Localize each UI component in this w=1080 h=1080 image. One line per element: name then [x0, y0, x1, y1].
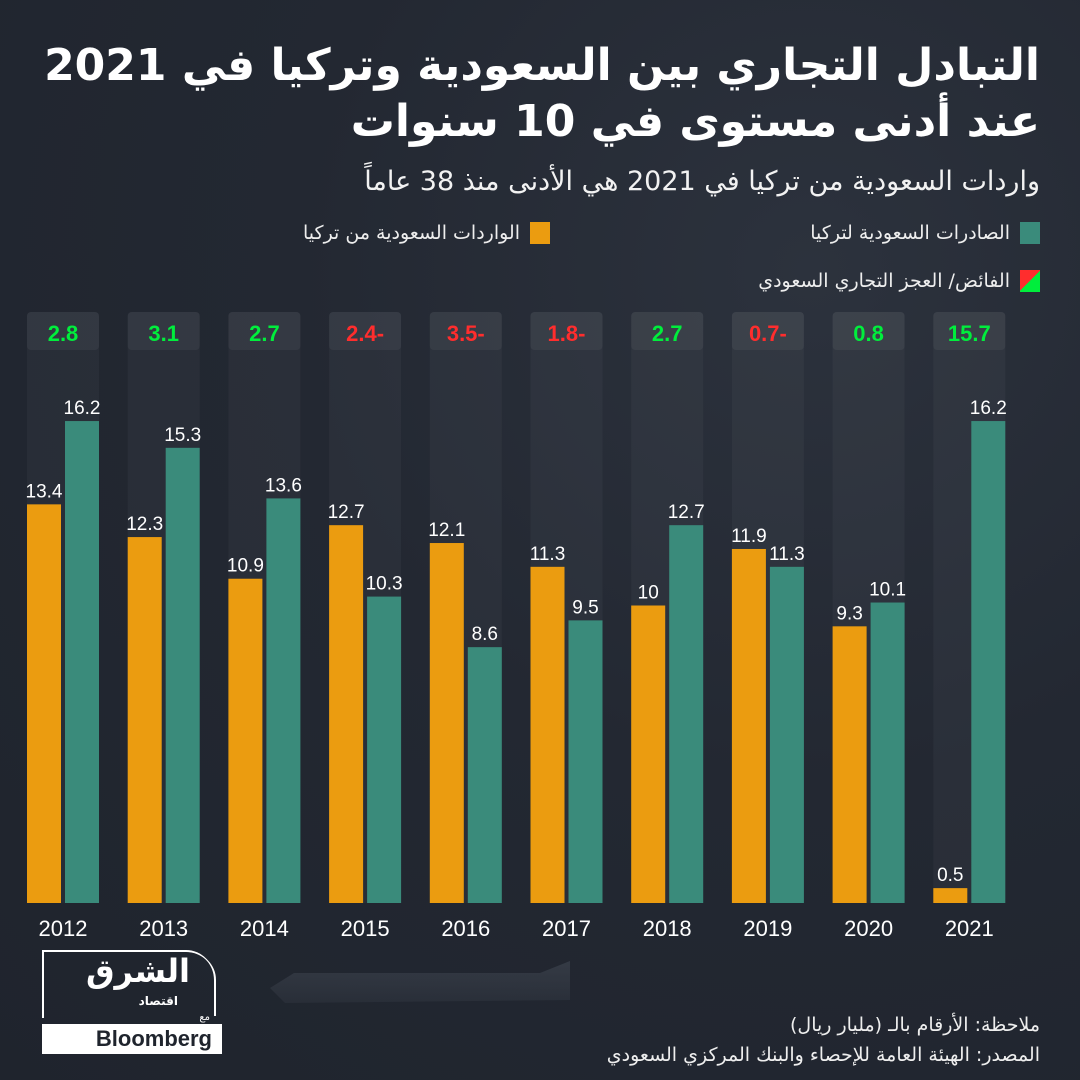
balance-label-2020: 0.8	[853, 321, 884, 346]
balance-label-2012: 2.8	[48, 321, 79, 346]
exports-bar-2018	[669, 525, 704, 903]
x-tick-label-2012: 2012	[39, 916, 88, 941]
title-line-1: التبادل التجاري بين السعودية وتركيا في 2…	[44, 40, 1040, 91]
logo-partner: Bloomberg	[42, 1024, 222, 1054]
legend-exports: الصادرات السعودية لتركيا	[810, 222, 1040, 244]
legend-balance-label: الفائض/ العجز التجاري السعودي	[758, 270, 1010, 292]
imports-value-label-2015: 12.7	[328, 502, 365, 523]
balance-header-2020	[832, 312, 905, 350]
x-tick-label-2020: 2020	[844, 916, 893, 941]
imports-value-label-2013: 12.3	[126, 514, 163, 535]
exports-bar-2016	[467, 647, 502, 903]
exports-value-label-2019: 11.3	[769, 544, 805, 565]
chart-title: التبادل التجاري بين السعودية وتركيا في 2…	[40, 38, 1040, 150]
exports-value-label-2014: 13.6	[265, 475, 302, 496]
imports-value-label-2014: 10.9	[227, 556, 264, 577]
imports-bar-2013	[127, 537, 162, 903]
legend-balance: الفائض/ العجز التجاري السعودي	[758, 270, 1040, 292]
imports-value-label-2021: 0.5	[937, 865, 963, 886]
balance-header-2015	[329, 312, 402, 350]
balance-header-2021	[933, 312, 1006, 350]
balance-header-2012	[27, 312, 99, 350]
footer-source: المصدر: الهيئة العامة للإحصاء والبنك الم…	[606, 1044, 1040, 1066]
balance-label-2021: 15.7	[948, 321, 991, 346]
balance-header-2018	[631, 312, 704, 350]
exports-bar-2014	[266, 498, 301, 903]
balance-label-2016: 3.5-	[447, 321, 485, 346]
logo-with: مع	[199, 1012, 210, 1023]
footer-note: ملاحظة: الأرقام بالـ (مليار ريال)	[790, 1014, 1040, 1036]
legend-imports: الواردات السعودية من تركيا	[303, 222, 550, 244]
imports-bar-2020	[832, 626, 867, 903]
balance-label-2014: 2.7	[249, 321, 280, 346]
exports-value-label-2016: 8.6	[472, 624, 498, 645]
x-tick-label-2017: 2017	[542, 916, 591, 941]
balance-header-2019	[731, 312, 804, 350]
x-tick-label-2021: 2021	[945, 916, 994, 941]
imports-bar-2018	[631, 605, 666, 903]
balance-label-2013: 3.1	[148, 321, 179, 346]
balance-label-2019: 0.7-	[749, 321, 787, 346]
x-tick-label-2018: 2018	[643, 916, 692, 941]
x-tick-label-2016: 2016	[441, 916, 490, 941]
balance-header-2014	[228, 312, 301, 350]
imports-value-label-2012: 13.4	[26, 481, 63, 502]
imports-bar-2017	[530, 566, 565, 903]
balance-header-2016	[429, 312, 502, 350]
x-tick-label-2015: 2015	[341, 916, 390, 941]
exports-value-label-2017: 9.5	[572, 597, 598, 618]
balance-header-2013	[127, 312, 200, 350]
asharq-bloomberg-logo: الشرق اقتصاد مع Bloomberg	[42, 950, 222, 1058]
logo-brand-sub: اقتصاد	[138, 994, 178, 1008]
exports-value-label-2012: 16.2	[64, 398, 101, 419]
exports-bar-2017	[568, 620, 603, 903]
exports-bar-2021	[971, 421, 1006, 903]
exports-value-label-2018: 12.7	[668, 502, 705, 523]
exports-bar-2013	[165, 447, 200, 903]
imports-value-label-2020: 9.3	[836, 603, 862, 624]
exports-bar-2015	[367, 596, 402, 903]
exports-bar-2012	[65, 421, 99, 903]
balance-label-2018: 2.7	[652, 321, 683, 346]
balance-label-2015: 2.4-	[346, 321, 384, 346]
balance-label-2017: 1.8-	[548, 321, 586, 346]
imports-value-label-2017: 11.3	[530, 544, 566, 565]
exports-swatch-icon	[1020, 222, 1040, 244]
imports-value-label-2016: 12.1	[428, 520, 465, 541]
x-tick-label-2014: 2014	[240, 916, 289, 941]
imports-value-label-2018: 10	[638, 583, 659, 604]
imports-swatch-icon	[530, 222, 550, 244]
imports-bar-2012	[27, 504, 61, 903]
imports-bar-2021	[933, 888, 968, 903]
exports-value-label-2015: 10.3	[366, 574, 403, 595]
x-tick-label-2013: 2013	[139, 916, 188, 941]
imports-bar-2019	[731, 548, 766, 903]
exports-bar-2020	[870, 602, 905, 903]
exports-value-label-2020: 10.1	[869, 580, 906, 601]
exports-value-label-2013: 15.3	[164, 425, 201, 446]
logo-frame	[42, 950, 216, 1018]
legend-imports-label: الواردات السعودية من تركيا	[303, 222, 520, 244]
exports-bar-2019	[769, 566, 804, 903]
imports-value-label-2019: 11.9	[731, 526, 767, 547]
imports-bar-2016	[429, 543, 464, 903]
title-line-2: عند أدنى مستوى في 10 سنوات	[350, 96, 1040, 147]
chart-subtitle: واردات السعودية من تركيا في 2021 هي الأد…	[364, 166, 1040, 197]
logo-brand-ar: الشرق	[85, 952, 190, 990]
exports-value-label-2021: 16.2	[970, 398, 1007, 419]
x-tick-label-2019: 2019	[743, 916, 792, 941]
legend-exports-label: الصادرات السعودية لتركيا	[810, 222, 1010, 244]
balance-swatch-icon	[1020, 270, 1040, 292]
imports-bar-2015	[329, 525, 364, 903]
imports-bar-2014	[228, 578, 263, 903]
ship-background-image	[270, 961, 570, 1003]
bar-chart: 2.8 13.4 16.2 2012 3.1 12.3 15.3 2013 2.7 10.9 13.…	[26, 312, 1007, 941]
balance-header-2017	[530, 312, 603, 350]
